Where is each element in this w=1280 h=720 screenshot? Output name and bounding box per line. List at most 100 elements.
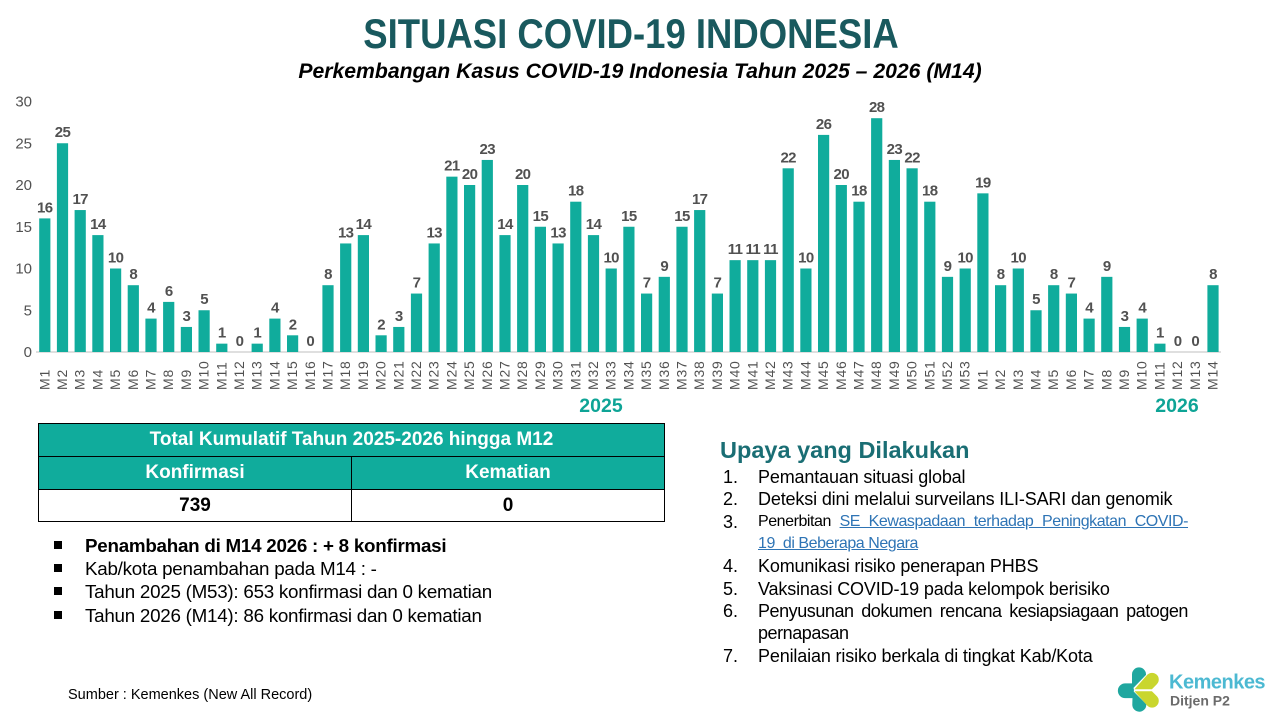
svg-text:10: 10 [798, 250, 814, 267]
svg-text:M5: M5 [107, 369, 123, 390]
svg-text:7: 7 [413, 275, 421, 292]
svg-text:4: 4 [1085, 300, 1094, 317]
svg-text:M4: M4 [89, 369, 105, 390]
svg-text:0: 0 [236, 333, 244, 350]
svg-text:14: 14 [356, 216, 373, 233]
svg-text:M8: M8 [160, 369, 176, 390]
svg-text:Ditjen P2: Ditjen P2 [1170, 693, 1230, 709]
svg-text:26: 26 [816, 116, 832, 133]
svg-text:8: 8 [324, 266, 332, 283]
svg-text:M12: M12 [231, 360, 247, 390]
svg-text:M35: M35 [638, 360, 654, 390]
svg-text:M39: M39 [709, 360, 725, 390]
svg-text:15: 15 [533, 208, 549, 225]
svg-text:M37: M37 [674, 360, 690, 390]
svg-text:M10: M10 [196, 360, 212, 390]
svg-text:0: 0 [24, 344, 32, 361]
svg-text:M11: M11 [1151, 361, 1167, 390]
svg-text:M13: M13 [1187, 360, 1203, 390]
svg-text:0: 0 [1174, 333, 1182, 350]
svg-text:2026: 2026 [1155, 395, 1199, 417]
svg-text:M12: M12 [1169, 360, 1185, 390]
svg-text:M15: M15 [284, 360, 300, 390]
svg-text:5: 5 [24, 302, 32, 319]
svg-text:10: 10 [957, 250, 973, 267]
svg-text:M53: M53 [957, 360, 973, 390]
svg-text:17: 17 [72, 191, 88, 208]
svg-text:M2: M2 [992, 369, 1008, 390]
svg-text:13: 13 [550, 224, 566, 241]
svg-text:9: 9 [944, 258, 952, 275]
svg-text:M11: M11 [213, 361, 229, 390]
svg-text:M51: M51 [921, 360, 937, 390]
svg-text:22: 22 [904, 149, 920, 166]
svg-text:M13: M13 [249, 360, 265, 390]
svg-text:0: 0 [1191, 333, 1199, 350]
svg-text:0: 0 [306, 333, 314, 350]
svg-text:M18: M18 [337, 360, 353, 390]
svg-text:M42: M42 [762, 360, 778, 390]
svg-text:M45: M45 [815, 360, 831, 390]
svg-text:M5: M5 [1045, 369, 1061, 390]
svg-text:13: 13 [338, 224, 354, 241]
svg-text:M41: M41 [744, 360, 760, 390]
svg-text:M6: M6 [125, 369, 141, 390]
svg-text:28: 28 [869, 99, 885, 116]
svg-text:30: 30 [15, 94, 32, 111]
svg-text:M14: M14 [266, 360, 282, 390]
svg-text:M17: M17 [320, 360, 336, 390]
svg-text:Kemenkes: Kemenkes [1169, 672, 1265, 694]
svg-text:M7: M7 [143, 369, 159, 390]
svg-text:M3: M3 [1010, 369, 1026, 390]
svg-text:20: 20 [515, 166, 531, 183]
svg-text:20: 20 [834, 166, 850, 183]
svg-text:16: 16 [37, 199, 53, 216]
svg-text:1: 1 [253, 325, 261, 342]
svg-text:M3: M3 [72, 369, 88, 390]
svg-text:15: 15 [621, 208, 637, 225]
svg-text:M26: M26 [479, 360, 495, 390]
svg-text:M48: M48 [868, 360, 884, 390]
svg-text:M40: M40 [727, 360, 743, 390]
svg-text:M31: M31 [567, 360, 583, 390]
svg-text:M20: M20 [373, 360, 389, 390]
svg-text:10: 10 [108, 250, 124, 267]
svg-text:M2: M2 [54, 369, 70, 390]
svg-text:5: 5 [200, 291, 208, 308]
svg-text:4: 4 [271, 300, 280, 317]
svg-text:M36: M36 [656, 360, 672, 390]
svg-text:21: 21 [444, 158, 460, 175]
svg-text:M32: M32 [585, 360, 601, 390]
svg-text:17: 17 [692, 191, 708, 208]
svg-text:20: 20 [462, 166, 478, 183]
svg-text:M14: M14 [1205, 360, 1221, 390]
svg-text:3: 3 [1121, 308, 1129, 325]
svg-text:6: 6 [165, 283, 173, 300]
svg-text:M19: M19 [355, 360, 371, 390]
svg-text:1: 1 [1156, 325, 1164, 342]
svg-text:M1: M1 [36, 369, 52, 390]
svg-text:7: 7 [1068, 275, 1076, 292]
svg-text:M38: M38 [691, 360, 707, 390]
svg-text:11: 11 [763, 241, 778, 258]
svg-text:15: 15 [674, 208, 690, 225]
svg-text:M49: M49 [886, 360, 902, 390]
svg-text:11: 11 [745, 241, 760, 258]
svg-text:M21: M21 [390, 360, 406, 390]
svg-text:1: 1 [218, 325, 226, 342]
svg-text:M10: M10 [1134, 360, 1150, 390]
svg-text:7: 7 [643, 275, 651, 292]
svg-text:M46: M46 [833, 360, 849, 390]
svg-text:22: 22 [780, 149, 796, 166]
svg-text:14: 14 [497, 216, 514, 233]
svg-text:3: 3 [183, 308, 191, 325]
svg-text:19: 19 [975, 174, 991, 191]
svg-text:14: 14 [586, 216, 603, 233]
svg-text:M9: M9 [1116, 369, 1132, 390]
svg-text:4: 4 [1138, 300, 1147, 317]
svg-text:M34: M34 [620, 360, 636, 390]
svg-text:23: 23 [480, 141, 496, 158]
svg-text:M52: M52 [939, 360, 955, 390]
svg-text:5: 5 [1032, 291, 1040, 308]
svg-text:11: 11 [728, 241, 743, 258]
